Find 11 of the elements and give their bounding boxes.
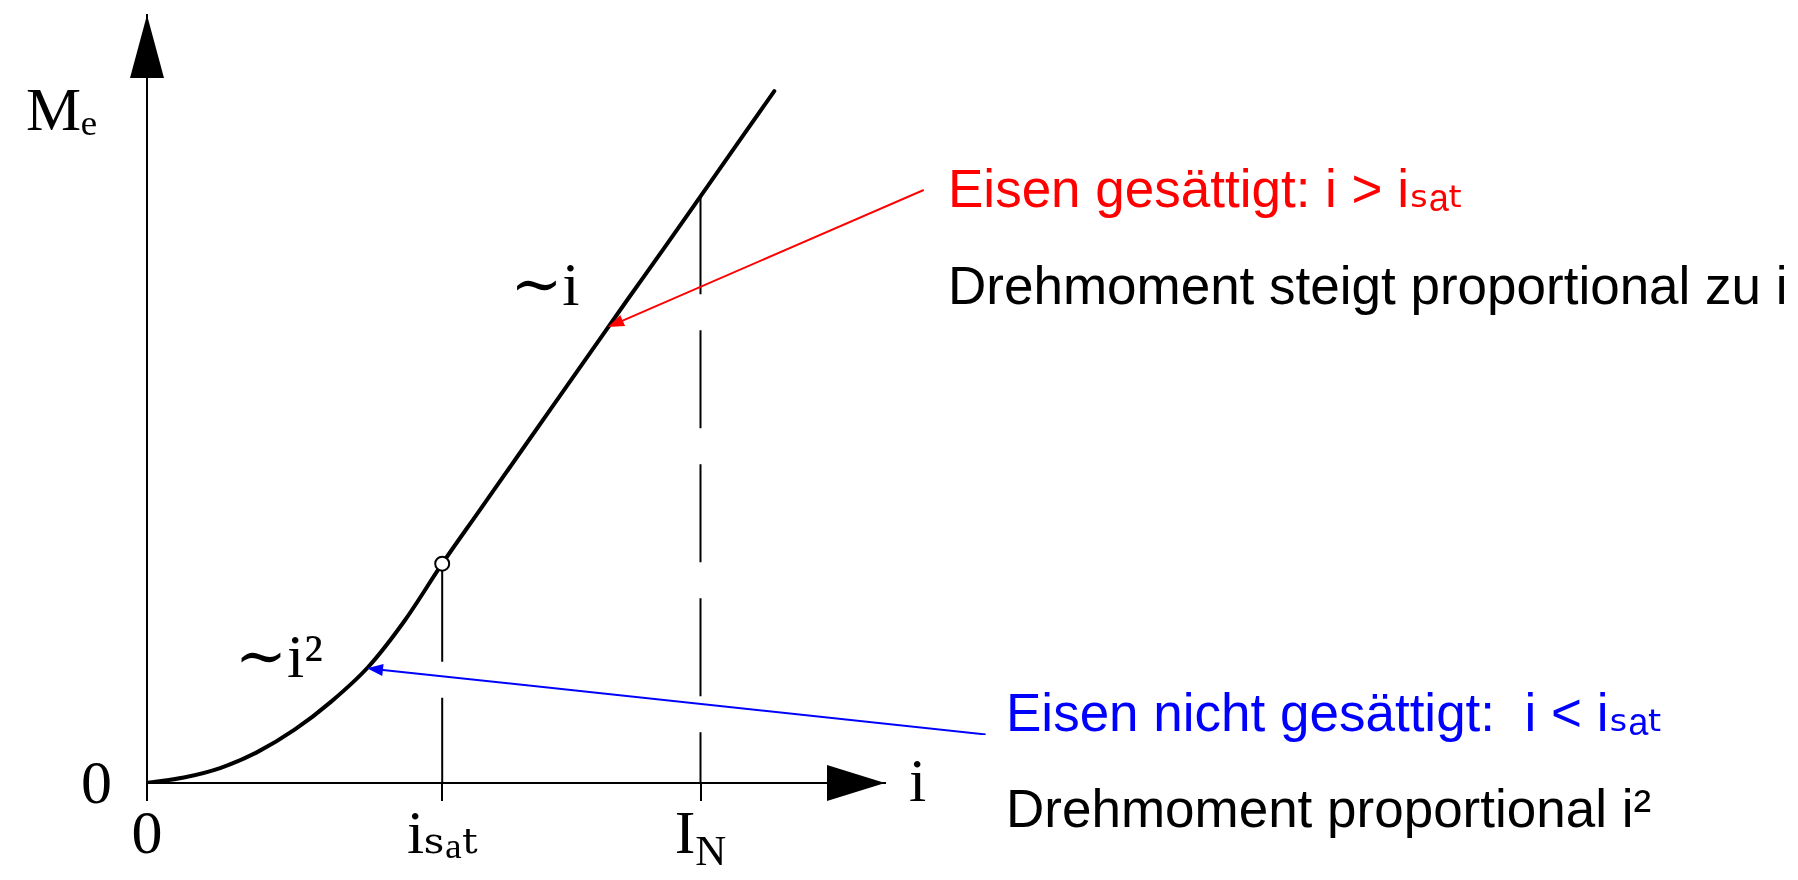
x-tick-label: 0 <box>131 798 163 866</box>
x-tick-label: iₛₐₜ <box>407 798 479 866</box>
text: Eisen gesättigt: i > iₛₐₜ <box>948 159 1465 218</box>
text: Eisen nicht gesättigt: i < iₛₐₜ <box>1006 683 1664 742</box>
y-axis-title: Mₑ <box>25 75 98 143</box>
annotation: ∼i² <box>235 622 323 690</box>
text: Drehmoment proportional i² <box>1006 779 1652 838</box>
text: Drehmoment steigt proportional zu i <box>948 256 1788 315</box>
x-axis-title: i <box>909 746 927 814</box>
annotation: 0 <box>81 748 112 817</box>
annotation: ∼i <box>510 250 580 318</box>
